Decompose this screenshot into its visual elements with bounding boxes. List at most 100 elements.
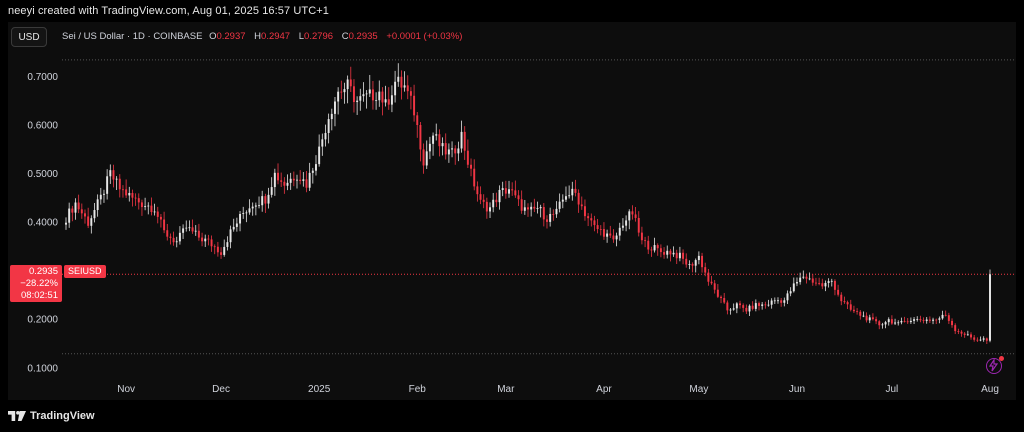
candle-body <box>163 219 166 231</box>
candle-body <box>881 324 884 326</box>
candle-body <box>849 304 852 310</box>
candle-body <box>764 304 767 306</box>
candle-body <box>356 100 359 103</box>
candle-body <box>476 186 479 195</box>
candle-body <box>628 211 631 221</box>
candle-body <box>897 322 900 324</box>
candle-body <box>489 207 492 212</box>
candle-body <box>754 303 757 309</box>
candle-body <box>321 139 324 147</box>
candle-body <box>555 208 558 215</box>
candle-body <box>909 320 912 323</box>
candle-body <box>479 194 482 200</box>
candle-body <box>599 229 602 230</box>
candle-body <box>201 237 204 242</box>
candle-body <box>536 208 539 209</box>
currency-button[interactable]: USD <box>11 27 47 47</box>
candle-body <box>859 311 862 316</box>
chart-area[interactable] <box>8 22 1016 400</box>
candle-body <box>739 303 741 306</box>
candle-body <box>761 304 764 306</box>
candle-body <box>517 195 520 200</box>
candle-body <box>270 187 273 195</box>
y-tick-label: 0.6000 <box>27 120 58 131</box>
last-price: 0.2935 <box>28 266 58 277</box>
candle-body <box>720 296 723 299</box>
candle-body <box>213 246 216 248</box>
candle-body <box>865 315 868 321</box>
candle-body <box>773 300 776 302</box>
candle-body <box>118 178 121 190</box>
candle-body <box>232 226 235 230</box>
candle-body <box>688 264 691 265</box>
candle-body <box>175 241 178 243</box>
candle-body <box>289 178 292 183</box>
candle-body <box>716 289 719 297</box>
candle-body <box>571 188 574 196</box>
candle-body <box>919 319 922 321</box>
notification-dot <box>999 356 1004 361</box>
candle-body <box>653 245 656 251</box>
candle-body <box>821 283 824 287</box>
candle-body <box>685 258 688 265</box>
candle-body <box>159 216 162 220</box>
candle-body <box>735 303 738 309</box>
candle-body <box>80 209 83 214</box>
candle-body <box>210 239 213 247</box>
candle-body <box>682 252 685 259</box>
candle-body <box>235 223 238 227</box>
candle-body <box>362 94 365 97</box>
candle-body <box>470 164 473 169</box>
candle-body <box>65 222 67 225</box>
candle-body <box>422 149 425 166</box>
candle-body <box>147 205 150 207</box>
candle-body <box>593 220 596 226</box>
candle-body <box>482 199 485 202</box>
candle-body <box>732 308 735 310</box>
candle-body <box>890 319 893 324</box>
candle-body <box>365 93 368 95</box>
candle-body <box>220 252 223 255</box>
candle-body <box>985 338 988 341</box>
candle-body <box>463 131 466 151</box>
legend-symbol: Sei / US Dollar · 1D · COINBASE <box>62 31 203 42</box>
candle-body <box>286 182 289 186</box>
candle-body <box>226 242 229 247</box>
candle-body <box>710 281 713 284</box>
candle-body <box>707 272 710 282</box>
candle-body <box>444 143 447 155</box>
candle-body <box>223 246 226 255</box>
candle-body <box>795 282 798 284</box>
candle-body <box>618 227 621 236</box>
candle-body <box>441 143 444 147</box>
candle-body <box>134 197 137 199</box>
candle-body <box>913 319 916 321</box>
candle-body <box>137 198 140 203</box>
lightning-icon[interactable] <box>986 356 1004 374</box>
footer-brand: TradingView <box>30 410 95 422</box>
candle-body <box>283 181 286 186</box>
candle-body <box>495 199 498 203</box>
candle-body <box>153 211 156 213</box>
x-tick-label: May <box>689 384 708 395</box>
candle-body <box>846 302 849 305</box>
candle-body <box>381 91 384 103</box>
candle-body <box>694 260 697 266</box>
candle-body <box>767 304 770 306</box>
tradingview-logo[interactable]: TradingView <box>8 410 95 422</box>
x-tick-label: Nov <box>117 384 135 395</box>
candle-body <box>77 202 80 210</box>
candle-body <box>669 250 672 255</box>
candle-body <box>539 207 542 209</box>
candle-body <box>131 192 134 198</box>
candle-body <box>251 206 254 209</box>
candle-body <box>337 91 340 102</box>
candle-body <box>305 179 308 188</box>
candle-body <box>982 338 985 340</box>
candle-body <box>504 188 507 194</box>
candle-body <box>229 229 232 243</box>
candle-body <box>609 233 612 236</box>
candle-body <box>457 148 460 154</box>
candle-body <box>277 172 279 181</box>
